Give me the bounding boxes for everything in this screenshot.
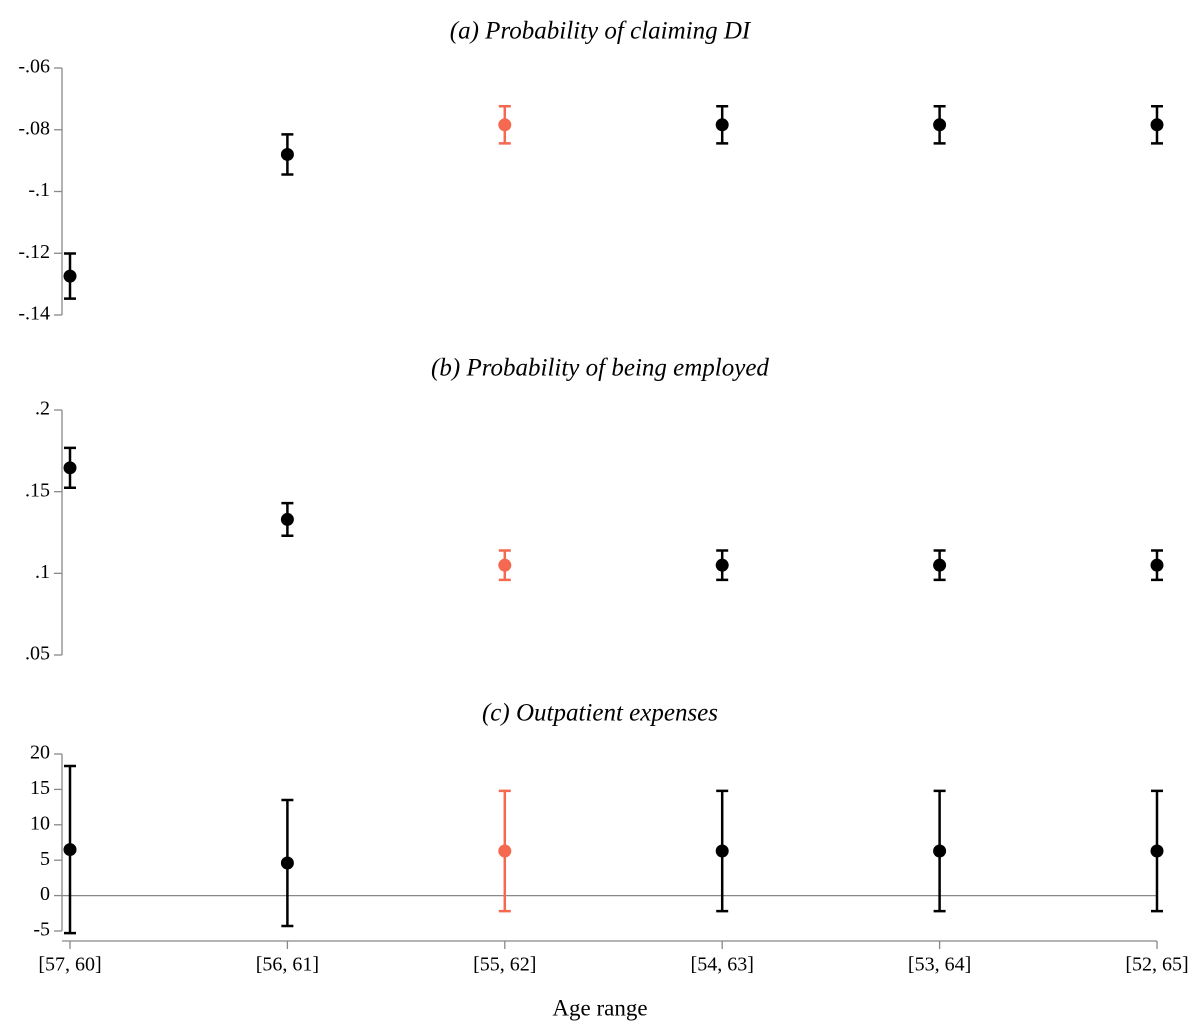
point bbox=[933, 118, 947, 132]
point bbox=[280, 512, 294, 526]
x-axis-label: Age range bbox=[552, 995, 647, 1020]
y-tick-label: -.06 bbox=[18, 56, 50, 78]
x-tick-label: [55, 62] bbox=[473, 954, 536, 976]
x-tick-label: [57, 60] bbox=[38, 954, 101, 976]
x-tick-label: [56, 61] bbox=[256, 954, 319, 976]
point bbox=[1150, 118, 1164, 132]
point bbox=[933, 558, 947, 572]
y-tick-label: .15 bbox=[25, 479, 50, 501]
y-tick-label: .1 bbox=[35, 561, 50, 583]
y-tick-label: -.14 bbox=[18, 303, 50, 325]
x-tick-label: [53, 64] bbox=[908, 954, 971, 976]
y-tick-label: .2 bbox=[35, 398, 50, 420]
point bbox=[1150, 844, 1164, 858]
point bbox=[63, 269, 77, 283]
point bbox=[1150, 558, 1164, 572]
point bbox=[498, 558, 512, 572]
point bbox=[498, 118, 512, 132]
y-tick-label: 0 bbox=[40, 883, 50, 905]
y-tick-label: .05 bbox=[25, 643, 50, 665]
y-tick-label: -5 bbox=[33, 919, 50, 941]
point bbox=[63, 843, 77, 857]
panel-title: (a) Probability of claiming DI bbox=[450, 18, 752, 45]
point bbox=[933, 844, 947, 858]
y-tick-label: -.12 bbox=[18, 241, 50, 263]
point bbox=[715, 558, 729, 572]
y-tick-label: 10 bbox=[30, 812, 50, 834]
panel-title: (b) Probability of being employed bbox=[431, 355, 769, 382]
x-tick-label: [52, 65] bbox=[1125, 954, 1188, 976]
point bbox=[280, 856, 294, 870]
y-tick-label: 5 bbox=[40, 848, 50, 870]
point bbox=[715, 844, 729, 858]
point bbox=[715, 118, 729, 132]
y-tick-label: 15 bbox=[30, 777, 50, 799]
y-tick-label: -.08 bbox=[18, 117, 50, 139]
y-tick-label: -.1 bbox=[28, 179, 50, 201]
point bbox=[498, 844, 512, 858]
x-tick-label: [54, 63] bbox=[691, 954, 754, 976]
y-tick-label: 20 bbox=[30, 742, 50, 764]
panel-title: (c) Outpatient expenses bbox=[482, 700, 718, 727]
point bbox=[280, 147, 294, 161]
point bbox=[63, 461, 77, 475]
